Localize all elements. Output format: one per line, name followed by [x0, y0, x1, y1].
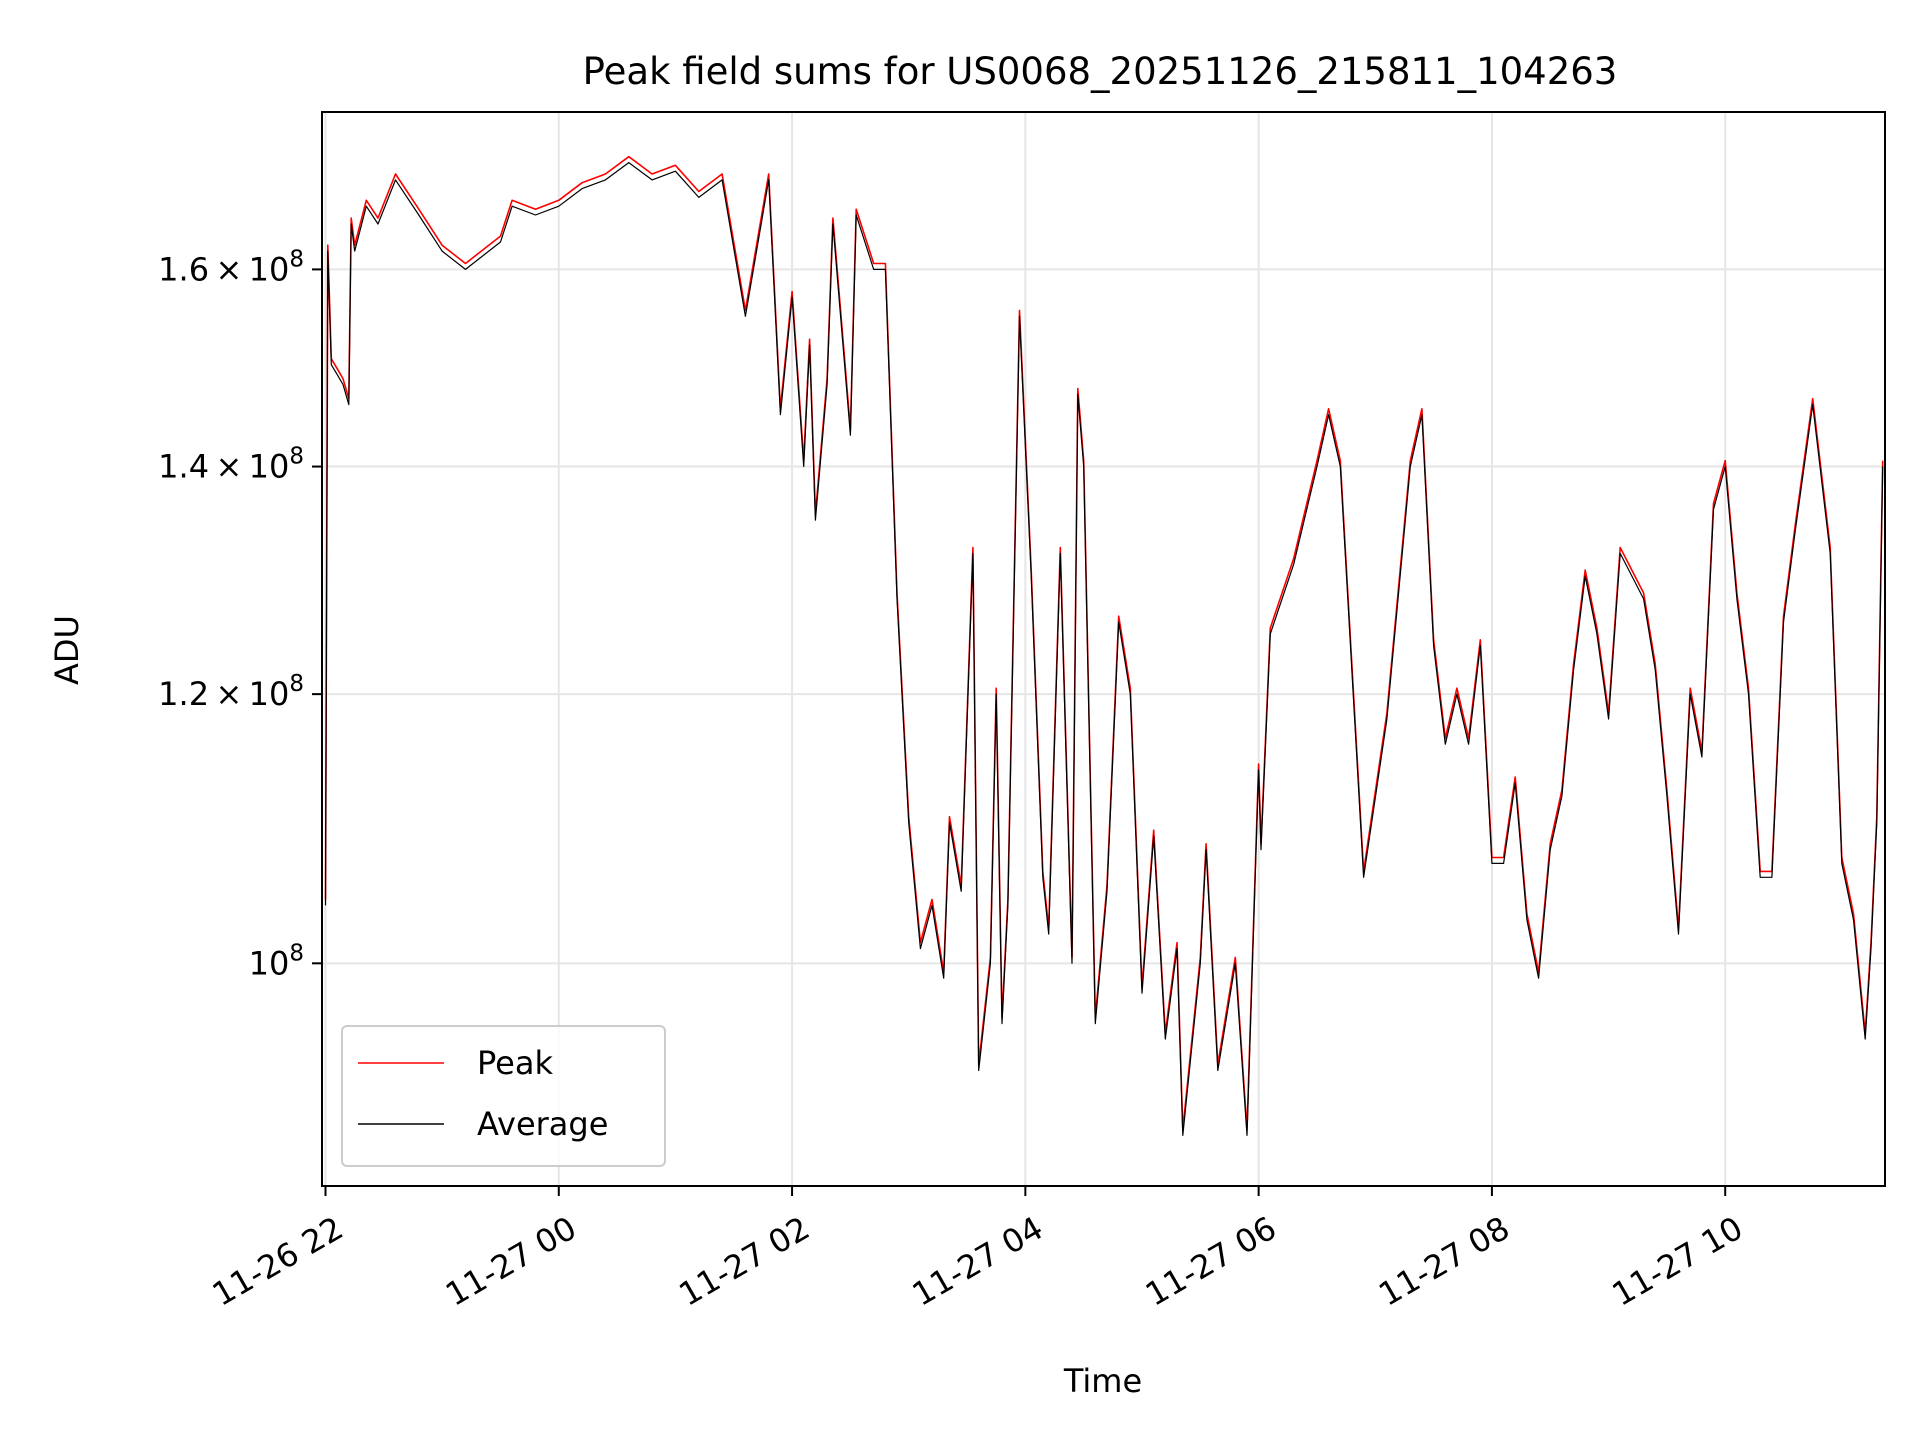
- plot-area-frame: [321, 111, 1886, 1187]
- legend-label-peak: Peak: [477, 1044, 553, 1082]
- y-axis-label: ADU: [48, 615, 86, 685]
- legend: Peak Average: [341, 1025, 666, 1167]
- y-tick-label: 1.6 × 108: [158, 246, 304, 288]
- series-line-average: [324, 162, 1884, 1137]
- y-tick-label: 1.2 × 108: [158, 671, 304, 713]
- y-tick-label: 108: [249, 940, 304, 982]
- series-layer: [324, 155, 1884, 1137]
- y-tick-label: 1.4 × 108: [158, 444, 304, 486]
- legend-box: [341, 1025, 666, 1167]
- legend-label-average: Average: [477, 1105, 608, 1143]
- chart-title: Peak field sums for US0068_20251126_2158…: [583, 50, 1618, 93]
- x-axis-label: Time: [1063, 1362, 1142, 1400]
